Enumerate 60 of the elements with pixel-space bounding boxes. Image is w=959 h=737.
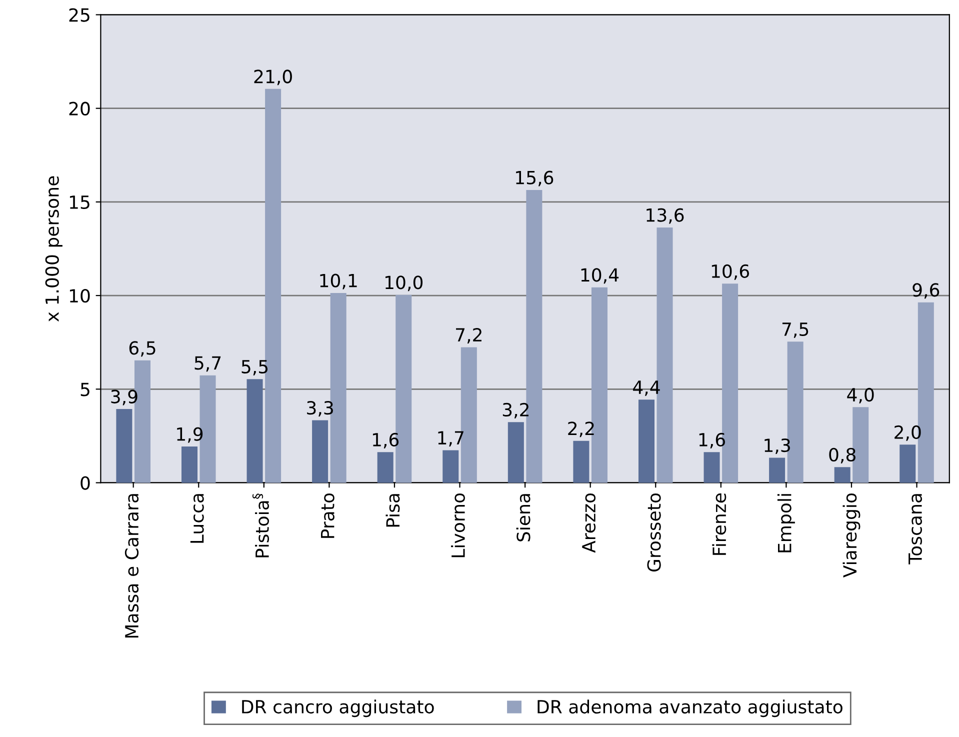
bar	[377, 452, 394, 483]
x-tick-label: Massa e Carrara	[124, 494, 139, 638]
data-label: 1,7	[438, 431, 464, 446]
y-tick-label: 25	[69, 8, 90, 22]
y-tick-label: 0	[80, 476, 90, 490]
x-tick-label: Pisa	[386, 494, 400, 527]
x-tick-label: Viareggio	[842, 493, 860, 578]
data-label: 2,2	[568, 422, 594, 438]
data-label: 5,5	[242, 360, 268, 376]
bar	[442, 450, 459, 483]
legend-label: DR adenoma avanzato aggiustato	[538, 700, 842, 718]
bar	[638, 400, 654, 483]
x-tick-label: Grosseto	[647, 493, 661, 572]
data-label: 5,7	[194, 356, 221, 372]
data-label: 1,3	[764, 438, 790, 454]
y-tick-label: 10	[70, 288, 90, 303]
bar	[573, 440, 590, 483]
data-label: 6,5	[129, 341, 156, 357]
data-label: 1,6	[699, 432, 725, 448]
data-label: 7,2	[456, 328, 482, 344]
data-label: 1,9	[177, 427, 203, 443]
data-label: 9,6	[912, 283, 940, 299]
data-label: 10,0	[386, 276, 423, 292]
x-tick-label: Pistoia$^{§}$	[252, 494, 270, 558]
data-label: 1,6	[372, 432, 399, 448]
data-label: 2,0	[894, 425, 921, 441]
data-label: 4,0	[847, 388, 874, 404]
x-tick-label: Lucca	[190, 494, 204, 543]
data-label: 4,4	[633, 380, 660, 396]
x-tick-label: Livorno	[451, 493, 466, 558]
x-tick-label: Firenze	[712, 493, 726, 555]
data-label: 3,2	[502, 402, 528, 418]
bar	[508, 422, 524, 483]
x-tick-label: Prato	[321, 493, 334, 538]
bar	[246, 379, 263, 483]
y-tick-label: 15	[70, 196, 90, 210]
data-label: 15,6	[516, 170, 554, 186]
data-label: 21,0	[254, 70, 292, 86]
data-label: 0,8	[829, 448, 856, 464]
x-tick-label: Siena	[516, 494, 530, 542]
bar	[704, 452, 720, 483]
legend-label: DR cancro aggiustato	[242, 700, 434, 718]
bar	[900, 444, 916, 483]
y-tick-label: 5	[80, 382, 90, 396]
bar	[769, 458, 786, 483]
y-tick-label: 20	[69, 102, 90, 116]
y-axis-title: x 1.000 persone	[45, 176, 62, 322]
data-label: 10,6	[712, 264, 750, 280]
data-label: 10,1	[320, 274, 357, 290]
bar	[116, 409, 132, 483]
data-label: 3,3	[307, 401, 333, 417]
x-tick-label: Empoli	[777, 494, 795, 552]
data-label: 10,4	[581, 268, 619, 284]
bar	[181, 446, 198, 483]
data-label: 7,5	[782, 322, 808, 338]
data-label: 13,6	[646, 208, 684, 224]
bar	[312, 420, 328, 483]
data-label: 3,9	[111, 390, 138, 406]
x-tick-label: Arezzo	[582, 493, 596, 553]
x-tick-label: Toscana	[908, 494, 922, 564]
